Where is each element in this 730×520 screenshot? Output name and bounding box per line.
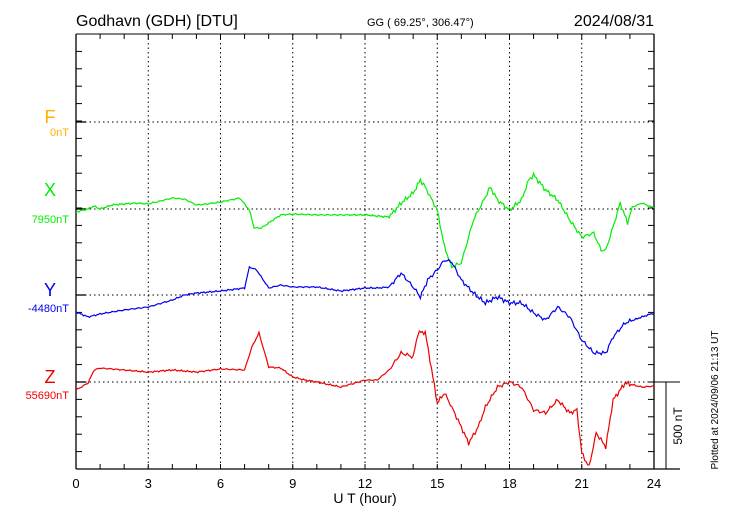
series-baseline-x: 7950nT xyxy=(32,214,70,226)
x-axis-label: U T (hour) xyxy=(333,490,396,506)
x-tick-label: 3 xyxy=(145,476,152,491)
series-name-x: X xyxy=(44,180,56,200)
scale-bar-label: 500 nT xyxy=(671,407,685,445)
series-name-z: Z xyxy=(45,367,56,387)
series-line-y xyxy=(75,258,655,356)
x-tick-label: 18 xyxy=(502,476,516,491)
series-line-x xyxy=(75,171,655,269)
station-title: Godhavn (GDH) [DTU] xyxy=(76,13,238,30)
x-tick-label: 0 xyxy=(72,476,79,491)
x-tick-label: 24 xyxy=(647,476,661,491)
plotted-timestamp: Plotted at 2024/09/06 21:13 UT xyxy=(710,331,721,470)
series-baseline-y: -4480nT xyxy=(28,303,69,315)
x-tick-label: 15 xyxy=(430,476,444,491)
series-name-y: Y xyxy=(44,280,56,300)
series-baseline-f: 0nT xyxy=(50,127,69,139)
x-tick-label: 6 xyxy=(217,476,224,491)
series-name-f: F xyxy=(45,107,56,127)
x-tick-label: 21 xyxy=(575,476,589,491)
x-tick-label: 12 xyxy=(358,476,372,491)
x-tick-label: 9 xyxy=(289,476,296,491)
station-coords: GG ( 69.25°, 306.47°) xyxy=(367,17,474,29)
series-line-z xyxy=(75,329,655,466)
plot-date: 2024/08/31 xyxy=(574,13,654,30)
series-baseline-z: 55690nT xyxy=(26,390,70,402)
